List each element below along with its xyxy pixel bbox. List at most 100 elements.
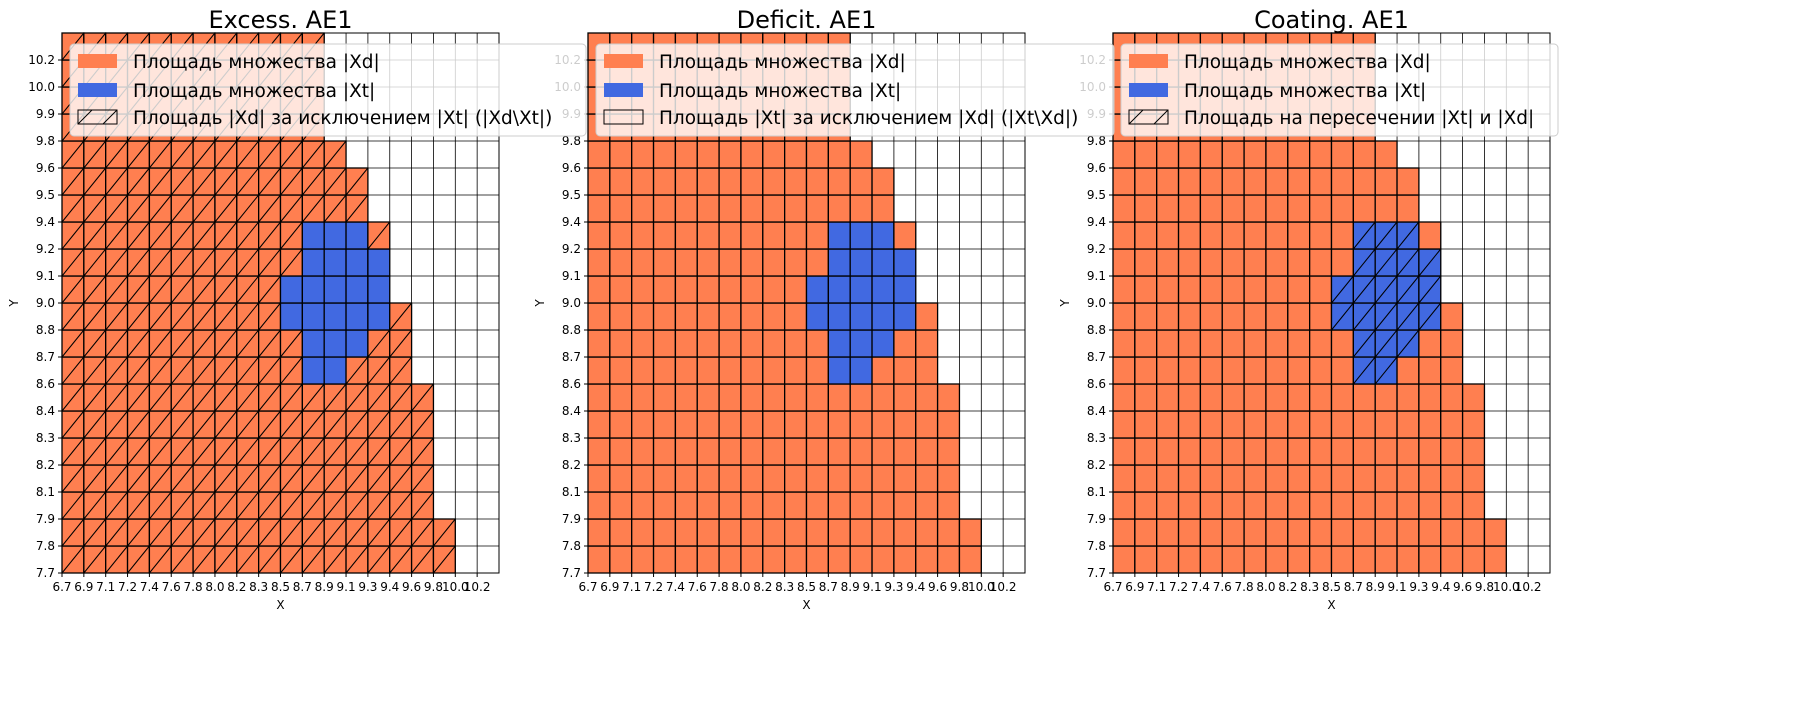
- xd-cell: [893, 221, 917, 250]
- xd-cell: [1199, 302, 1223, 331]
- hatch-mark: [83, 302, 107, 331]
- legend-patch-xt: [604, 83, 643, 97]
- hatch-mark: [105, 356, 128, 385]
- hatch-mark: [149, 221, 172, 250]
- xd-cell: [652, 302, 677, 331]
- xd-cell: [1396, 491, 1420, 520]
- hatch-mark: [105, 221, 128, 250]
- x-axis-label: X: [276, 598, 284, 612]
- xd-cell: [1265, 464, 1289, 493]
- xd-cell: [784, 167, 808, 196]
- y-tick-label: 9.5: [1087, 188, 1106, 202]
- hatch-mark: [214, 221, 238, 250]
- xd-cell: [740, 329, 764, 358]
- xd-cell: [871, 194, 895, 223]
- xd-cell: [915, 545, 939, 574]
- hatch-mark: [389, 302, 412, 331]
- xd-cell: [1440, 302, 1464, 331]
- xd-cell: [718, 275, 742, 304]
- x-tick-label: 7.6: [688, 580, 707, 594]
- hatch-mark: [170, 329, 194, 358]
- xd-cell: [631, 329, 655, 358]
- hatch-mark: [149, 140, 172, 169]
- xd-cell: [1156, 545, 1180, 574]
- legend-label: Площадь множества |Xd|: [659, 52, 906, 73]
- hatch-mark: [127, 221, 150, 250]
- xd-cell: [805, 518, 830, 547]
- hatch-mark: [105, 302, 128, 331]
- xd-cell: [1418, 518, 1442, 547]
- xd-cell: [631, 194, 655, 223]
- hatch-mark: [258, 194, 281, 223]
- legend: Площадь множества |Xd| Площадь множества …: [595, 43, 1115, 137]
- xt-cell: [279, 302, 304, 331]
- hatch-mark: [149, 167, 172, 196]
- xt-cell: [345, 221, 369, 250]
- xd-cell: [1287, 140, 1311, 169]
- xd-cell: [1221, 221, 1245, 250]
- xd-cell: [784, 140, 808, 169]
- x-tick-label: 10.0: [442, 580, 469, 594]
- xd-cell: [1352, 140, 1376, 169]
- xd-cell: [1265, 437, 1289, 466]
- xd-cell: [1221, 167, 1245, 196]
- hatch-mark: [149, 383, 172, 412]
- y-tick-label: 8.1: [36, 485, 55, 499]
- hatch-mark: [170, 410, 194, 439]
- x-tick-label: 8.7: [293, 580, 312, 594]
- xt-cell: [849, 329, 873, 358]
- hatch-mark: [105, 437, 128, 466]
- xd-cell: [1309, 464, 1333, 493]
- x-tick-label: 10.2: [464, 580, 491, 594]
- hatch-mark: [323, 518, 347, 547]
- hatch-mark: [170, 437, 194, 466]
- xd-cell: [631, 275, 655, 304]
- hatch-mark: [236, 329, 260, 358]
- xd-cell: [762, 545, 786, 574]
- xt-cell: [893, 248, 917, 277]
- xt-cell: [323, 356, 347, 385]
- xd-cell: [1352, 491, 1376, 520]
- xd-cell: [784, 518, 808, 547]
- y-tick-label: 8.8: [562, 323, 581, 337]
- xd-cell: [893, 329, 917, 358]
- xd-cell: [762, 383, 786, 412]
- hatch-mark: [1418, 302, 1442, 331]
- hatch-mark: [127, 329, 150, 358]
- hatch-mark: [389, 410, 412, 439]
- x-tick-label: 7.2: [1169, 580, 1188, 594]
- x-tick-label: 8.3: [249, 580, 268, 594]
- xd-cell: [631, 491, 655, 520]
- xd-cell: [1330, 167, 1355, 196]
- xd-cell: [696, 383, 720, 412]
- hatch-mark: [1352, 302, 1376, 331]
- hatch-mark: [170, 221, 194, 250]
- y-tick-label: 7.9: [562, 512, 581, 526]
- xd-cell: [1221, 491, 1245, 520]
- xd-cell: [936, 491, 961, 520]
- hatch-mark: [389, 329, 412, 358]
- xd-cell: [1440, 464, 1464, 493]
- xd-cell: [1287, 329, 1311, 358]
- xd-cell: [1221, 248, 1245, 277]
- xd-cell: [1112, 518, 1136, 547]
- legend-label: Площадь множества |Xt|: [1184, 81, 1426, 102]
- hatch-mark: [149, 464, 172, 493]
- hatch-mark: [105, 194, 128, 223]
- xd-cell: [1440, 356, 1464, 385]
- xt-cell: [367, 248, 391, 277]
- xd-cell: [1330, 221, 1355, 250]
- xd-cell: [805, 329, 830, 358]
- xd-cell: [784, 464, 808, 493]
- x-tick-label: 6.9: [600, 580, 619, 594]
- xd-cell: [1309, 194, 1333, 223]
- xd-cell: [871, 383, 895, 412]
- hatch-mark: [127, 356, 150, 385]
- legend-box: [595, 43, 1115, 137]
- xd-cell: [696, 518, 720, 547]
- xd-cell: [1265, 140, 1289, 169]
- xd-cell: [718, 410, 742, 439]
- y-axis-label: Y: [1058, 299, 1072, 308]
- hatch-mark: [258, 491, 281, 520]
- xd-cell: [674, 194, 698, 223]
